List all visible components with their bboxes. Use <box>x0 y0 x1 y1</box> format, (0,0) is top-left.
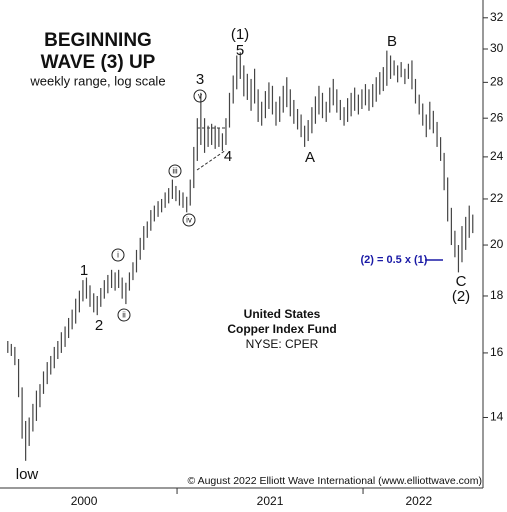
y-tick-label: 22 <box>490 191 504 205</box>
y-tick-label: 18 <box>490 288 504 302</box>
wave-label: 3 <box>196 71 204 88</box>
wave-label: 2 <box>95 317 103 334</box>
wave-label: iv <box>186 216 192 225</box>
wave-label: low <box>16 466 39 483</box>
fund-name: United States <box>244 307 321 321</box>
wave-circle <box>182 213 196 227</box>
wave-label: (1) <box>231 26 249 43</box>
y-tick-label: 32 <box>490 10 504 24</box>
wave-circle <box>193 89 207 103</box>
y-tick-label: 20 <box>490 237 504 251</box>
y-tick-label: 26 <box>490 110 504 124</box>
wave-circle <box>111 248 125 262</box>
wave-circle <box>168 164 182 178</box>
trend-line <box>196 149 227 171</box>
y-tick-label: 24 <box>490 149 504 163</box>
wave-circle <box>117 308 131 322</box>
y-tick-label: 30 <box>490 41 504 55</box>
wave-label: C <box>456 273 467 290</box>
wave-label: A <box>305 149 315 166</box>
copyright: © August 2022 Elliott Wave International… <box>188 475 482 487</box>
wave-label: i <box>117 251 119 260</box>
chart-title: BEGINNING <box>44 30 152 51</box>
fund-name: Copper Index Fund <box>227 322 336 336</box>
ratio-note: (2) = 0.5 x (1) <box>361 254 428 266</box>
chart-title: WAVE (3) UP <box>41 52 156 73</box>
y-tick-label: 16 <box>490 345 504 359</box>
y-tick-label: 14 <box>490 410 504 424</box>
wave-label: 4 <box>224 148 232 165</box>
x-tick-label: 2000 <box>71 494 98 508</box>
wave-label: 1 <box>80 262 88 279</box>
wave-label: (2) <box>452 288 470 305</box>
y-tick-label: 28 <box>490 75 504 89</box>
x-tick-label: 2022 <box>405 494 432 508</box>
chart-subtitle: weekly range, log scale <box>29 73 165 88</box>
fund-ticker: NYSE: CPER <box>246 337 319 351</box>
wave-label: iii <box>172 167 178 176</box>
x-tick-label: 2021 <box>257 494 284 508</box>
wave-label: B <box>387 33 397 50</box>
wave-label: ii <box>122 311 126 320</box>
wave-label: 5 <box>236 42 244 59</box>
wave-label: v <box>198 92 202 101</box>
